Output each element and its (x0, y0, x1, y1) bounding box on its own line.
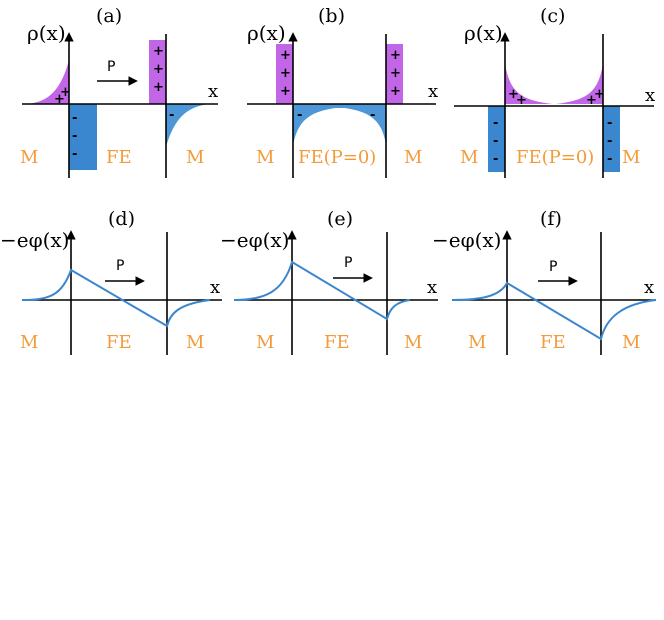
panel-f-label: (f) (540, 208, 562, 230)
polarization-label: P (116, 258, 124, 274)
middle-region-label: FE(P=0) (298, 147, 376, 168)
x-axis-label: x (210, 277, 220, 298)
x-axis-label: x (427, 277, 437, 298)
minus-sign: - (72, 147, 77, 162)
right-region-label: M (186, 147, 204, 168)
polarization-label: P (107, 59, 115, 75)
minus-sign: - (607, 152, 612, 167)
left-region-label: M (256, 147, 274, 168)
panel-e-label: (e) (327, 208, 353, 230)
minus-sign: - (370, 108, 375, 123)
y-axis-label: ρ(x) (27, 21, 66, 45)
panel-d-label: (d) (108, 208, 135, 230)
left-metal-negative-charge (488, 106, 505, 172)
panel-e: (e) −eφ(x) x M FE M P (220, 208, 438, 355)
panel-b-label: (b) (318, 5, 345, 27)
potential-curve (451, 281, 657, 341)
middle-region-label: FE (106, 147, 132, 168)
plus-sign: + (153, 44, 164, 59)
left-region-label: M (468, 332, 486, 353)
minus-sign: - (493, 152, 498, 167)
x-axis-label: x (644, 277, 654, 298)
x-axis-label: x (208, 81, 218, 102)
panel-a-label: (a) (96, 5, 122, 27)
fe-right-positive-charge (556, 64, 603, 104)
minus-sign: - (297, 108, 302, 123)
middle-region-label: FE (324, 332, 350, 353)
plus-sign: + (280, 48, 291, 63)
right-region-label: M (622, 332, 640, 353)
plus-sign: + (390, 66, 401, 81)
plus-sign: + (153, 80, 164, 95)
left-metal-positive-charge (22, 60, 69, 104)
right-region-label: M (186, 332, 204, 353)
plus-sign: + (508, 87, 519, 102)
fe-left-positive-charge (505, 64, 552, 104)
plus-sign: + (390, 48, 401, 63)
plus-sign: + (60, 85, 71, 100)
potential-curve (21, 268, 211, 328)
plus-sign: + (280, 84, 291, 99)
y-axis-label: −eφ(x) (0, 228, 69, 252)
potential-curve (233, 260, 411, 321)
right-region-label: M (404, 147, 422, 168)
right-positive-surface-charge (386, 44, 403, 104)
x-axis-label: x (645, 85, 655, 106)
plus-sign: + (516, 93, 527, 108)
y-axis-label: −eφ(x) (220, 228, 289, 252)
polarization-label: P (549, 259, 557, 275)
left-positive-surface-charge (276, 44, 293, 104)
minus-sign: - (72, 111, 77, 126)
right-metal-negative-charge (603, 106, 620, 172)
x-axis-label: x (428, 81, 438, 102)
y-axis-label: ρ(x) (464, 21, 503, 45)
plus-sign: + (594, 87, 605, 102)
fe-negative-surface-charge (69, 104, 97, 170)
minus-sign: - (493, 134, 498, 149)
y-axis-label: −eφ(x) (432, 228, 501, 252)
plus-sign: + (586, 93, 597, 108)
fe-positive-surface-charge (149, 40, 166, 104)
plus-sign: + (54, 92, 65, 107)
minus-sign: - (493, 116, 498, 131)
panel-c: (c) ρ(x) x M FE(P=0) M + + + + - - - - -… (454, 5, 655, 178)
panel-d: (d) −eφ(x) x M FE M P (0, 208, 222, 355)
minus-sign: - (607, 116, 612, 131)
panel-f: (f) −eφ(x) x M FE M P (432, 208, 657, 355)
minus-sign: - (72, 129, 77, 144)
minus-sign: - (169, 108, 174, 123)
fe-negative-charge (293, 104, 386, 145)
left-region-label: M (460, 147, 478, 168)
middle-region-label: FE (540, 332, 566, 353)
middle-region-label: FE (106, 332, 132, 353)
left-region-label: M (20, 147, 38, 168)
right-region-label: M (622, 147, 640, 168)
plus-sign: + (280, 66, 291, 81)
minus-sign: - (607, 134, 612, 149)
panel-b: (b) ρ(x) x M FE(P=0) M + + + + + + - - (247, 5, 438, 178)
y-axis-label: ρ(x) (247, 21, 286, 45)
right-region-label: M (404, 332, 422, 353)
left-region-label: M (256, 332, 274, 353)
plus-sign: + (153, 62, 164, 77)
polarization-label: P (344, 255, 352, 271)
right-metal-negative-charge (166, 104, 210, 147)
plus-sign: + (390, 84, 401, 99)
left-region-label: M (20, 332, 38, 353)
panel-c-label: (c) (540, 5, 565, 27)
middle-region-label: FE(P=0) (516, 147, 594, 168)
panel-a: (a) ρ(x) x M FE M P + + - - - + + + - (20, 5, 218, 178)
